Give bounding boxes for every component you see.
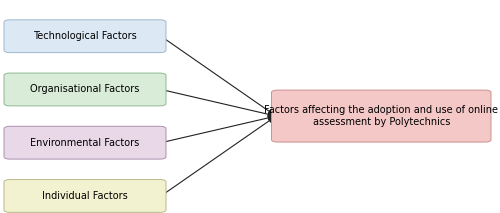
Text: Environmental Factors: Environmental Factors bbox=[30, 138, 140, 148]
FancyBboxPatch shape bbox=[4, 73, 166, 106]
FancyBboxPatch shape bbox=[4, 180, 166, 212]
Text: Factors affecting the adoption and use of online
assessment by Polytechnics: Factors affecting the adoption and use o… bbox=[264, 105, 498, 127]
Text: Organisational Factors: Organisational Factors bbox=[30, 85, 140, 94]
FancyBboxPatch shape bbox=[4, 126, 166, 159]
FancyBboxPatch shape bbox=[272, 90, 491, 142]
FancyBboxPatch shape bbox=[4, 20, 166, 53]
Text: Technological Factors: Technological Factors bbox=[33, 31, 137, 41]
Text: Individual Factors: Individual Factors bbox=[42, 191, 128, 201]
